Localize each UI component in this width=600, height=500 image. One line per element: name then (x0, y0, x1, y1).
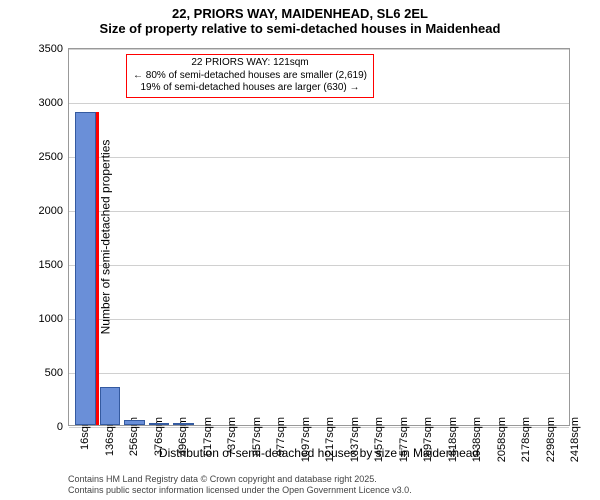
x-tick-label: 2418sqm (569, 417, 581, 462)
footer-line2: Contains public sector information licen… (68, 485, 412, 496)
y-tick-label: 2500 (39, 151, 69, 163)
chart-area: 050010001500200025003000350016sqm136sqm2… (68, 48, 570, 426)
bar (75, 112, 96, 425)
x-axis-label: Distribution of semi-detached houses by … (68, 446, 570, 460)
annotation-line2: ← 80% of semi-detached houses are smalle… (133, 70, 367, 83)
annotation-line1: 22 PRIORS WAY: 121sqm (133, 57, 367, 70)
y-tick-label: 500 (45, 367, 69, 379)
footer-line1: Contains HM Land Registry data © Crown c… (68, 474, 412, 485)
gridline (69, 373, 569, 374)
y-tick-label: 1000 (39, 313, 69, 325)
gridline (69, 157, 569, 158)
title-line2: Size of property relative to semi-detach… (0, 21, 600, 36)
annotation-line3: 19% of semi-detached houses are larger (… (133, 82, 367, 95)
y-tick-label: 3500 (39, 43, 69, 55)
y-axis-label: Number of semi-detached properties (98, 140, 112, 335)
footer-attribution: Contains HM Land Registry data © Crown c… (68, 474, 412, 496)
gridline (69, 319, 569, 320)
gridline (69, 49, 569, 50)
gridline (69, 103, 569, 104)
y-tick-label: 3000 (39, 97, 69, 109)
gridline (69, 265, 569, 266)
bar (173, 423, 194, 425)
annotation-box: 22 PRIORS WAY: 121sqm ← 80% of semi-deta… (126, 54, 374, 98)
y-tick-label: 2000 (39, 205, 69, 217)
y-tick-label: 0 (57, 421, 69, 433)
gridline (69, 211, 569, 212)
chart-title: 22, PRIORS WAY, MAIDENHEAD, SL6 2EL Size… (0, 0, 600, 36)
title-line1: 22, PRIORS WAY, MAIDENHEAD, SL6 2EL (0, 6, 600, 21)
y-tick-label: 1500 (39, 259, 69, 271)
bar (124, 420, 145, 425)
bar (149, 423, 170, 425)
plot-region: 050010001500200025003000350016sqm136sqm2… (68, 48, 570, 426)
bar (100, 387, 121, 425)
gridline (69, 427, 569, 428)
